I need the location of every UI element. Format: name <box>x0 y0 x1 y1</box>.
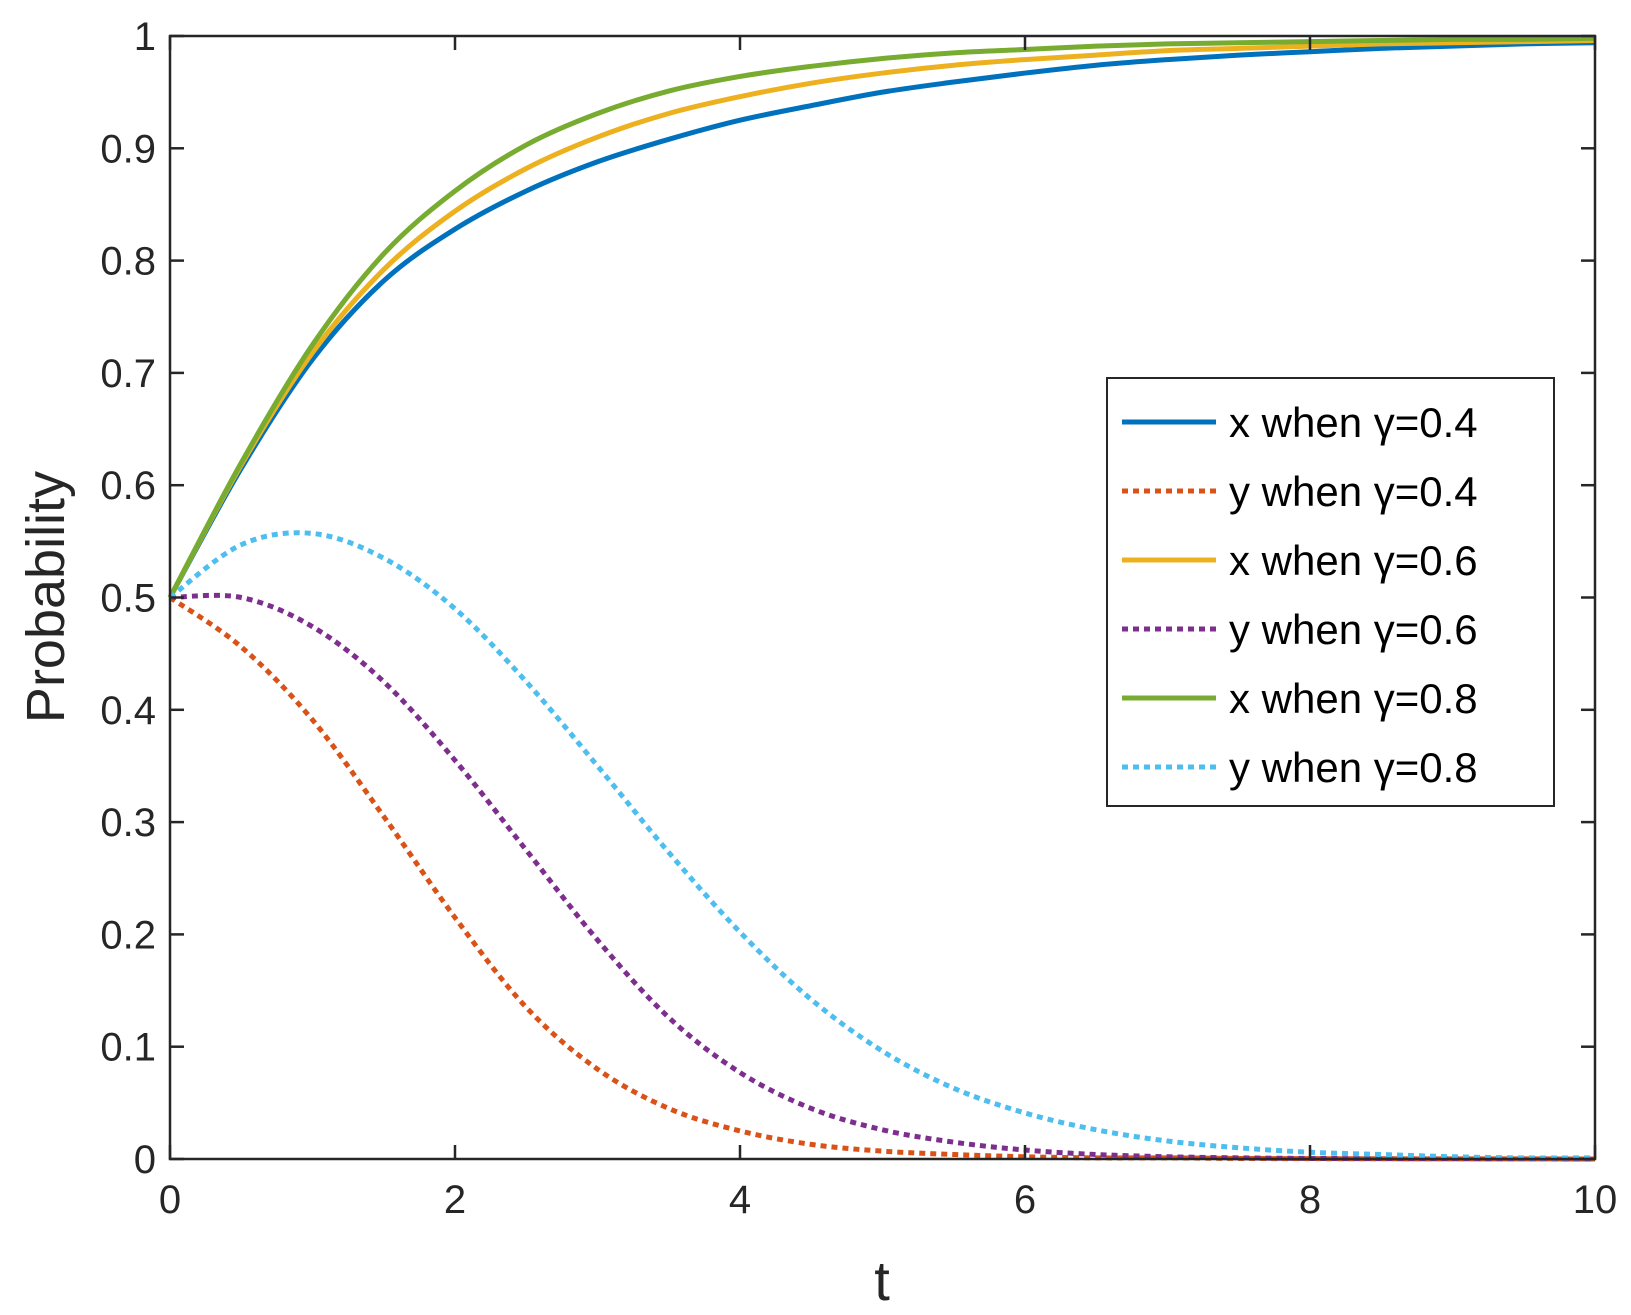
y-tick-label: 0.5 <box>100 577 156 621</box>
y-tick-label: 1 <box>134 15 156 59</box>
legend-box <box>1106 377 1555 807</box>
series-line-3 <box>167 37 1596 599</box>
legend-label: y when γ=0.8 <box>1229 744 1478 791</box>
series-line-6 <box>168 530 1596 1161</box>
legend-label: x when γ=0.4 <box>1229 399 1478 446</box>
y-tick-label: 0.6 <box>100 464 156 508</box>
legend-label: x when γ=0.6 <box>1229 537 1478 584</box>
y-tick-label: 0 <box>134 1138 156 1182</box>
legend-label: y when γ=0.4 <box>1229 468 1478 515</box>
y-tick-label: 0.7 <box>100 352 156 396</box>
x-tick-label: 10 <box>1573 1178 1618 1222</box>
x-tick-label: 4 <box>729 1178 751 1222</box>
x-tick-label: 2 <box>444 1178 466 1222</box>
x-tick-label: 6 <box>1014 1178 1036 1222</box>
y-axis-label: Probability <box>16 471 76 723</box>
y-tick-label: 0.3 <box>100 801 156 845</box>
y-tick-label: 0.9 <box>100 127 156 171</box>
ticks <box>168 34 1597 1161</box>
y-tick-label: 0.1 <box>100 1026 156 1070</box>
y-tick-label: 0.4 <box>100 689 156 733</box>
legend: x when γ=0.4 y when γ=0.4 x when γ=0.6 y wh… <box>1106 377 1555 807</box>
series-line-5 <box>167 35 1596 599</box>
legend-label: x when γ=0.8 <box>1229 675 1478 722</box>
y-tick-label: 0.8 <box>100 240 156 284</box>
x-tick-label: 0 <box>159 1178 181 1222</box>
y-tick-label: 0.2 <box>100 913 156 957</box>
legend-items: x when γ=0.4 y when γ=0.4 x when γ=0.6 y wh… <box>1122 399 1478 791</box>
series-line-2 <box>168 595 1596 1162</box>
tick-labels: 0 2 4 6 8 10 0 0.1 0.2 0.3 0.4 0.5 0.6 0.7 0.8 0.9 1 <box>100 15 1617 1222</box>
x-axis-label: t <box>874 1249 890 1312</box>
x-tick-label: 8 <box>1299 1178 1321 1222</box>
legend-label: y when γ=0.6 <box>1229 606 1478 653</box>
series-line-1 <box>167 40 1596 599</box>
